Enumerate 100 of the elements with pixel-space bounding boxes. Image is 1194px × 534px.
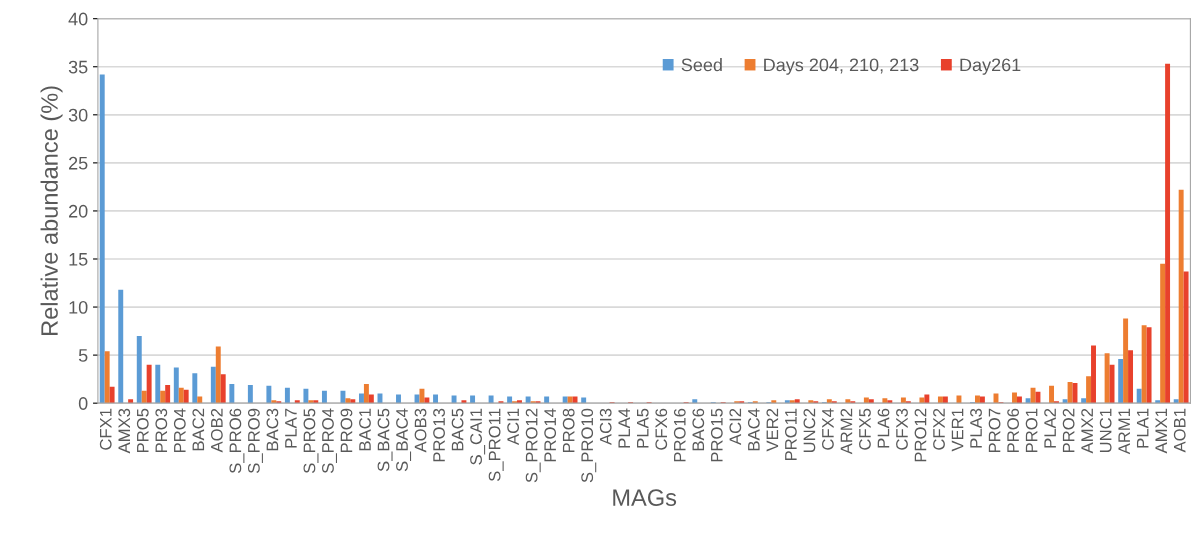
x-tick-label: PLA3 — [970, 408, 982, 448]
bar — [845, 399, 851, 404]
x-tick-label: S_PRO12 — [525, 408, 541, 483]
x-tick-label: PRO14 — [544, 408, 557, 462]
bar — [581, 397, 587, 404]
x-tick-label: PRO1 — [1025, 408, 1038, 453]
x-tick-label: S_PRO10 — [581, 408, 597, 483]
bar — [308, 400, 314, 404]
x-tick-label: CFX2 — [933, 408, 945, 450]
x-tick-label: PRO4 — [173, 408, 186, 453]
bar — [562, 396, 568, 404]
x-tick-label: S_BAC4 — [396, 408, 412, 472]
x-tick-label: PRO7 — [988, 408, 1001, 453]
x-tick-label: PLA5 — [637, 408, 649, 448]
bar — [160, 390, 166, 404]
bar — [99, 74, 105, 404]
x-tick-label: BAC4 — [747, 408, 760, 451]
bar — [178, 387, 184, 404]
bar — [937, 396, 943, 404]
x-tick-label: UNC1 — [1099, 408, 1112, 453]
x-tick-label: PRO13 — [433, 408, 445, 462]
y-tick-label: 0 — [78, 397, 88, 410]
bar — [451, 395, 457, 404]
bar — [141, 390, 147, 404]
x-tick-label: S_PRO11 — [488, 408, 504, 482]
bar — [771, 400, 777, 404]
bar — [419, 388, 425, 404]
bar — [1183, 271, 1189, 404]
legend-label: Day261 — [960, 58, 1021, 75]
x-tick-label: S_PRO4 — [322, 408, 337, 474]
x-tick-label: PLA4 — [618, 408, 630, 448]
legend-label: Seed — [681, 58, 722, 72]
bar — [1067, 382, 1073, 404]
bar — [183, 389, 189, 404]
x-tick-label: BAC1 — [359, 408, 371, 451]
x-tick-label: PRO9 — [340, 408, 353, 453]
bar — [368, 394, 374, 404]
bar — [975, 395, 980, 404]
bar — [924, 394, 930, 404]
x-tick-label: CFX4 — [822, 408, 834, 450]
x-tick-label: PRO5 — [136, 408, 149, 453]
x-tick-label: ARM2 — [840, 408, 853, 455]
bar — [345, 398, 351, 404]
bar — [197, 396, 203, 404]
bar — [266, 385, 272, 404]
x-tick-label: CFX3 — [896, 408, 908, 450]
bar — [488, 395, 494, 404]
bar — [470, 395, 476, 404]
bar — [313, 400, 319, 404]
legend-label: Days 204, 210, 213 — [764, 58, 919, 75]
bar — [136, 335, 142, 404]
bar — [359, 393, 364, 404]
bar — [1091, 345, 1096, 404]
bar — [271, 400, 277, 404]
bar — [794, 399, 800, 404]
x-tick-label: PRO3 — [155, 408, 168, 453]
x-tick-label: AOB2 — [210, 408, 223, 453]
bar — [789, 400, 795, 404]
bar — [979, 396, 985, 404]
y-tick-label: 5 — [78, 349, 88, 362]
x-tick-label: PRO6 — [1007, 408, 1019, 453]
bar — [1081, 398, 1087, 404]
x-tick-label: CFX1 — [99, 408, 112, 450]
y-tick-label: 25 — [69, 156, 88, 170]
bar — [1178, 189, 1184, 404]
x-tick-label: AMX3 — [118, 408, 131, 454]
bar — [525, 396, 531, 404]
x-tick-label: S_PRO9 — [247, 408, 263, 474]
bar — [461, 400, 467, 404]
bar — [210, 366, 216, 404]
x-tick-label: VER2 — [766, 408, 779, 452]
bar — [507, 396, 513, 404]
bar — [104, 351, 110, 404]
bar — [956, 395, 962, 404]
bar — [1146, 327, 1152, 404]
bar — [1049, 385, 1055, 404]
bar — [808, 400, 814, 404]
bar — [215, 346, 221, 404]
bar — [1136, 388, 1142, 404]
bar — [363, 383, 369, 404]
bar — [340, 390, 346, 404]
x-tick-label: PLA1 — [1136, 408, 1149, 448]
bar — [692, 399, 698, 404]
y-tick-label: 10 — [69, 300, 88, 314]
bar — [294, 400, 300, 404]
bar — [1160, 263, 1166, 404]
bar — [863, 397, 869, 404]
bar — [173, 367, 179, 404]
bar — [1118, 358, 1124, 404]
x-tick-label: CFX6 — [655, 408, 668, 450]
bar — [919, 397, 925, 404]
bar — [942, 396, 948, 404]
x-tick-label: AOB3 — [414, 408, 427, 453]
x-tick-label: ARM1 — [1118, 408, 1130, 455]
bar — [118, 289, 124, 404]
bar — [1025, 398, 1031, 404]
x-tick-label: ACI2 — [729, 408, 742, 446]
bar — [192, 373, 198, 404]
x-tick-label: PLA2 — [1044, 408, 1056, 448]
x-tick-label: ACI1 — [507, 408, 520, 446]
